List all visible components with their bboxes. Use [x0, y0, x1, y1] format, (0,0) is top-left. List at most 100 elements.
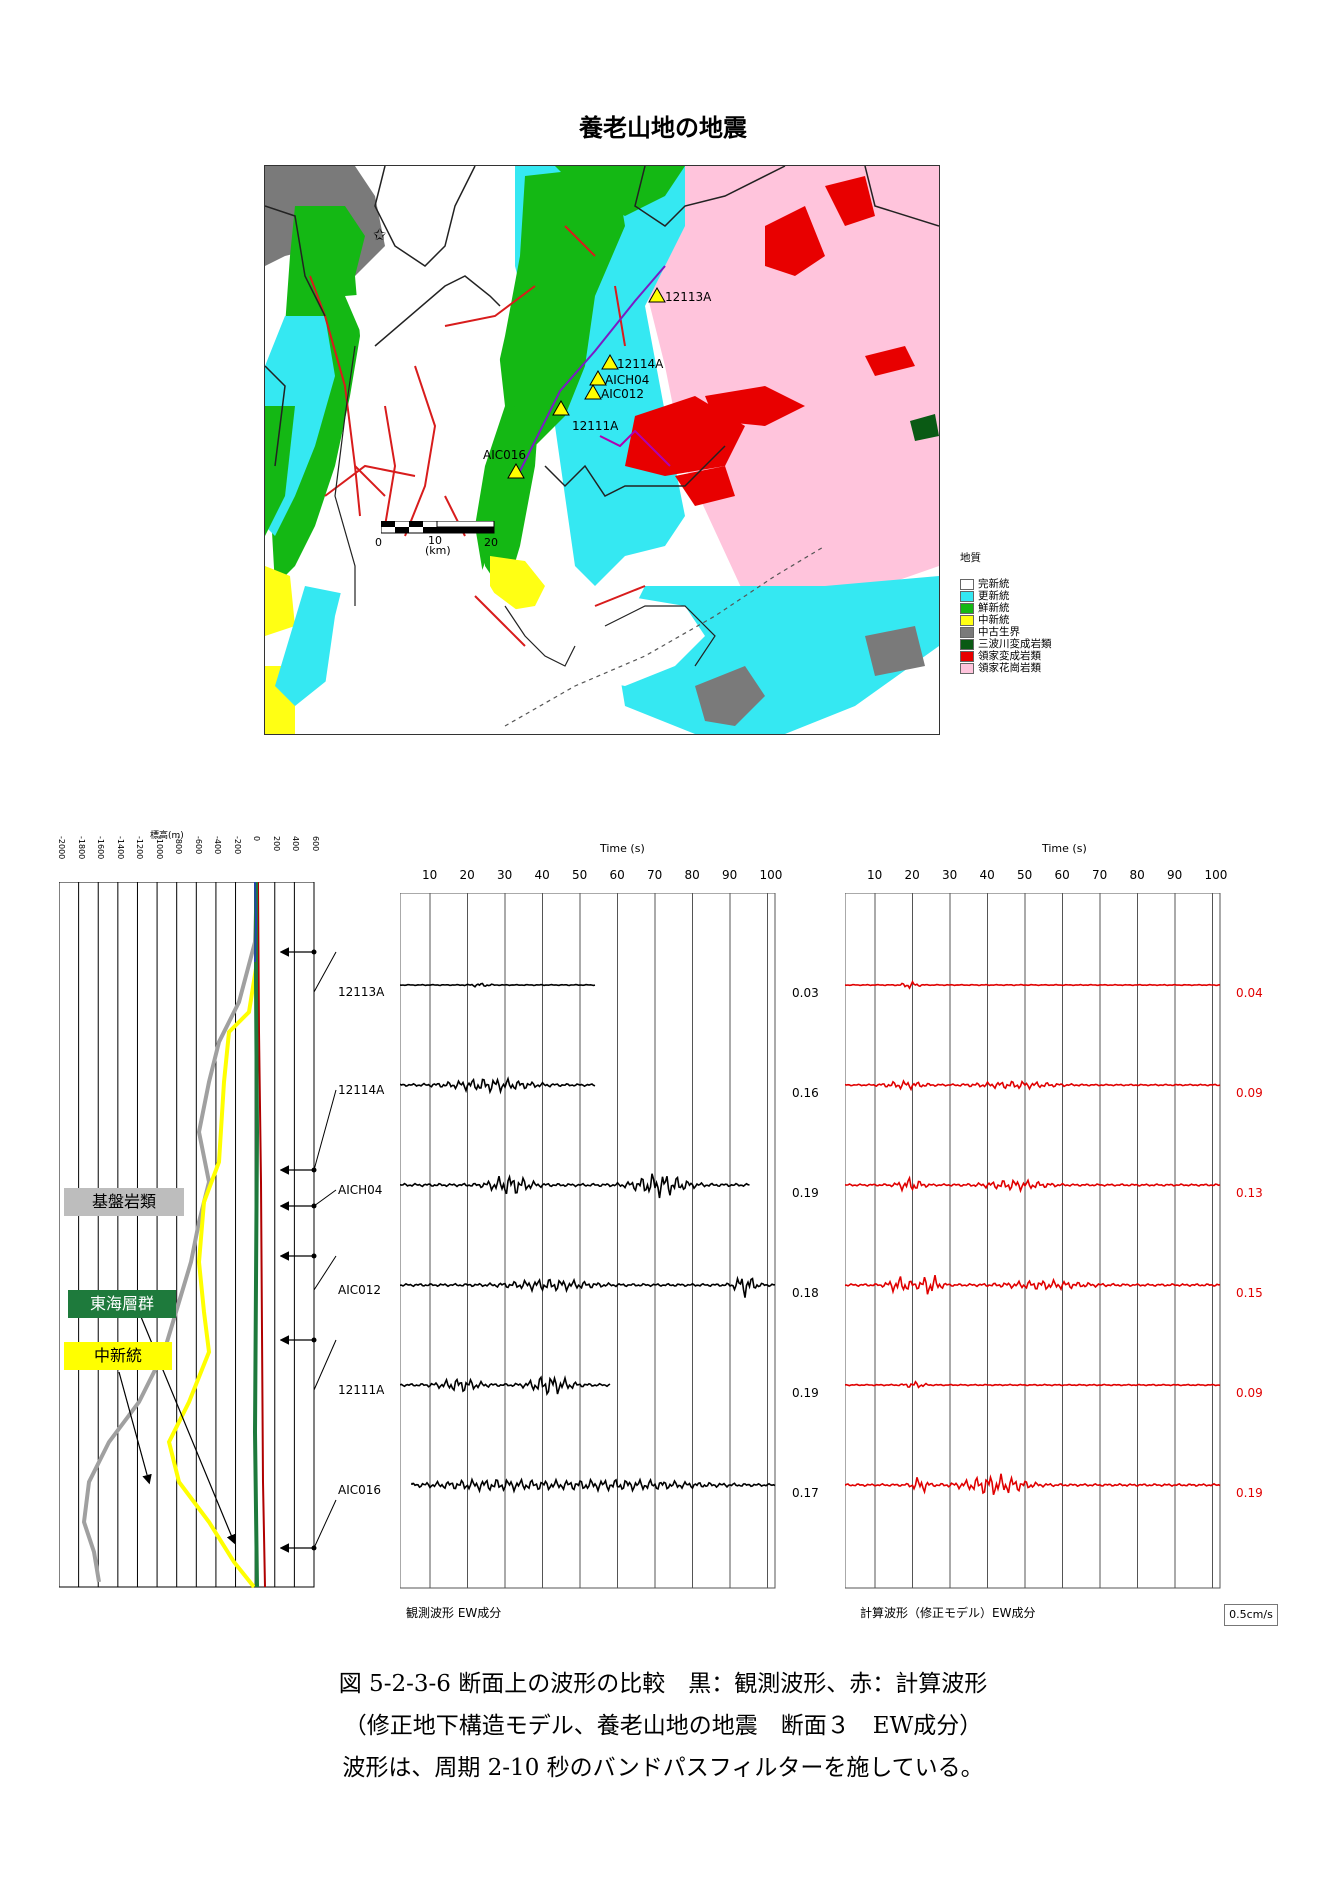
- computed-time-ticks: 10 20 30 40 50 60 70 80 90 100: [845, 868, 1235, 888]
- time-tick: 60: [609, 868, 625, 882]
- station-marker-12113A: [648, 286, 666, 307]
- time-tick: 100: [1204, 868, 1228, 882]
- profile-tick: 600: [311, 836, 320, 852]
- time-tick: 30: [497, 868, 513, 882]
- peak-amplitude: 0.03: [792, 986, 819, 1000]
- connector-line: [313, 1499, 337, 1549]
- legend-item: 中古生界: [960, 626, 1052, 638]
- peak-amplitude: 0.09: [1236, 1386, 1263, 1400]
- peak-amplitude: 0.19: [792, 1186, 819, 1200]
- time-tick: 20: [904, 868, 920, 882]
- connector-line: [313, 951, 337, 993]
- miocene-arrow: [118, 1371, 152, 1485]
- amplitude-scale-label: 0.5cm/s: [1224, 1604, 1278, 1626]
- miocene-label: 中新統: [64, 1342, 172, 1370]
- time-tick: 90: [1167, 868, 1183, 882]
- scale-bar: [380, 520, 496, 539]
- waveform-trace: [399, 1275, 775, 1298]
- time-tick: 60: [1054, 868, 1070, 882]
- profile-tick: 200: [271, 836, 281, 852]
- time-tick: 40: [534, 868, 550, 882]
- station-row-label: AICH04: [338, 1183, 382, 1197]
- caption-line-1: 図 5-2-3-6 断面上の波形の比較 黒：観測波形、赤：計算波形: [338, 1671, 988, 1697]
- profile-tick: -1800: [76, 836, 86, 860]
- scale-tick: 20: [484, 536, 498, 549]
- peak-amplitude: 0.16: [792, 1086, 819, 1100]
- time-tick: 40: [979, 868, 995, 882]
- computed-title: 計算波形（修正モデル）EW成分: [860, 1606, 1036, 1620]
- waveform-trace: [844, 1473, 1221, 1496]
- profile-tick: -800: [174, 836, 184, 855]
- legend-label: 鮮新統: [978, 602, 1010, 614]
- time-tick: 70: [647, 868, 663, 882]
- caption-line-3: 波形は、周期 2-10 秒のバンドパスフィルターを施している。: [342, 1755, 984, 1781]
- peak-amplitude: 0.13: [1236, 1186, 1263, 1200]
- station-label: 12111A: [572, 419, 619, 433]
- legend-item: 鮮新統: [960, 602, 1052, 614]
- caption-line-2: （修正地下構造モデル、養老山地の地震 断面３ EW成分）: [343, 1713, 983, 1739]
- geology-map: ✩ 12113A 12114A AICH04 AIC012 12111A AIC…: [264, 165, 940, 735]
- time-tick: 90: [722, 868, 738, 882]
- legend-swatch: [960, 578, 974, 590]
- station-row-label: 12113A: [338, 985, 385, 999]
- profile-tick: -1600: [96, 836, 106, 860]
- legend-label: 完新統: [978, 578, 1010, 590]
- basement-curve: [81, 881, 259, 1583]
- legend-item: 更新統: [960, 590, 1052, 602]
- legend-swatch: [960, 638, 974, 650]
- station-marker-12111A: [552, 399, 570, 420]
- legend-item: 領家花崗岩類: [960, 662, 1052, 674]
- waveform-trace: [844, 979, 1221, 990]
- arrow-dot: [311, 1253, 317, 1259]
- time-tick: 80: [684, 868, 700, 882]
- time-tick: 70: [1092, 868, 1108, 882]
- peak-amplitude: 0.15: [1236, 1286, 1263, 1300]
- profile-tick: 0: [252, 836, 262, 842]
- legend-swatch: [960, 590, 974, 602]
- observed-time-ticks: 10 20 30 40 50 60 70 80 90 100: [400, 868, 790, 888]
- peak-amplitude: 0.19: [792, 1386, 819, 1400]
- legend-label: 中古生界: [978, 626, 1020, 638]
- computed-time-title: Time (s): [1042, 842, 1087, 855]
- profile-tick: -200: [232, 836, 242, 855]
- station-label: AIC012: [601, 387, 645, 401]
- arrow-dot: [311, 1337, 317, 1343]
- miocene-curve: [166, 882, 259, 1589]
- scale-tick: 10: [428, 534, 442, 547]
- station-row-label: 12111A: [338, 1383, 385, 1397]
- profile-tick: -1000: [154, 836, 164, 860]
- station-marker-AIC012: [584, 383, 602, 404]
- profile-tick: -1200: [135, 836, 145, 860]
- tokai-label: 東海層群: [68, 1290, 176, 1318]
- station-label: AICH04: [605, 373, 650, 387]
- legend-swatch: [960, 662, 974, 674]
- peak-amplitude: 0.19: [1236, 1486, 1263, 1500]
- legend-label: 領家変成岩類: [978, 650, 1041, 662]
- epicenter-icon: ✩: [373, 225, 387, 244]
- basement-label: 基盤岩類: [64, 1188, 184, 1216]
- waveform-trace: [844, 1175, 1221, 1194]
- waveform-trace: [399, 1375, 611, 1396]
- arrow-dot: [311, 949, 317, 955]
- time-tick: 50: [572, 868, 588, 882]
- station-row-label: 12114A: [338, 1083, 385, 1097]
- peak-amplitude: 0.18: [792, 1286, 819, 1300]
- station-marker-12114A: [601, 353, 619, 374]
- profile-tick: -1400: [115, 836, 125, 860]
- map-title: 養老山地の地震: [579, 113, 747, 142]
- time-tick: 100: [759, 868, 783, 882]
- scale-tick: 0: [375, 536, 382, 549]
- connector-line: [313, 1255, 337, 1291]
- geology-map-graphic: ✩: [265, 166, 939, 734]
- connector-line: [313, 1089, 337, 1171]
- observed-title: 観測波形 EW成分: [406, 1606, 502, 1620]
- peak-amplitude: 0.04: [1236, 986, 1263, 1000]
- waveform-trace: [844, 1380, 1221, 1389]
- legend-label: 三波川変成岩類: [978, 638, 1052, 650]
- scale-unit: (km): [425, 544, 451, 557]
- time-tick: 50: [1017, 868, 1033, 882]
- waveform-trace: [844, 1079, 1221, 1092]
- legend-item: 三波川変成岩類: [960, 638, 1052, 650]
- observed-waveform-panel: [399, 892, 780, 1597]
- station-row-label: AIC016: [338, 1483, 381, 1497]
